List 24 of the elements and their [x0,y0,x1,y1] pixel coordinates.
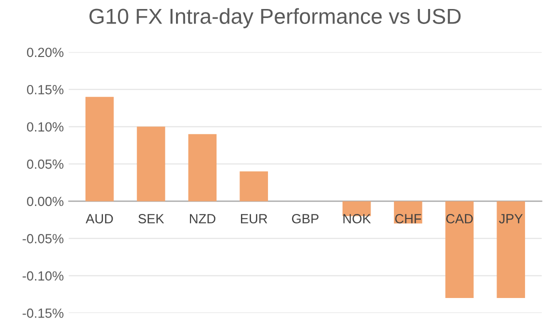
y-tick-label: 0.00% [26,196,64,206]
x-tick-label: JPY [499,214,523,224]
bar [240,171,268,202]
x-tick-label: EUR [240,214,268,224]
x-tick-label: CAD [446,214,473,224]
bar [445,201,474,298]
x-tick-label: CHF [395,214,422,224]
bar [85,96,114,202]
y-tick-label: 0.15% [26,84,64,94]
y-tick-label: -0.05% [22,234,64,244]
bar [136,126,166,202]
x-tick-label: NOK [343,214,371,224]
x-tick-label: AUD [86,214,113,224]
x-tick-label: GBP [292,214,318,224]
chart-title: G10 FX Intra-day Performance vs USD [89,8,461,28]
y-tick-label: 0.20% [26,48,64,58]
bar [496,201,526,298]
y-tick-label: 0.05% [26,160,64,169]
y-tick-label: -0.10% [22,271,64,281]
x-tick-label: NZD [190,214,216,224]
y-tick-label: 0.10% [26,122,64,132]
y-tick-label: -0.15% [22,308,64,318]
x-tick-label: SEK [138,214,164,224]
bar [188,134,217,202]
